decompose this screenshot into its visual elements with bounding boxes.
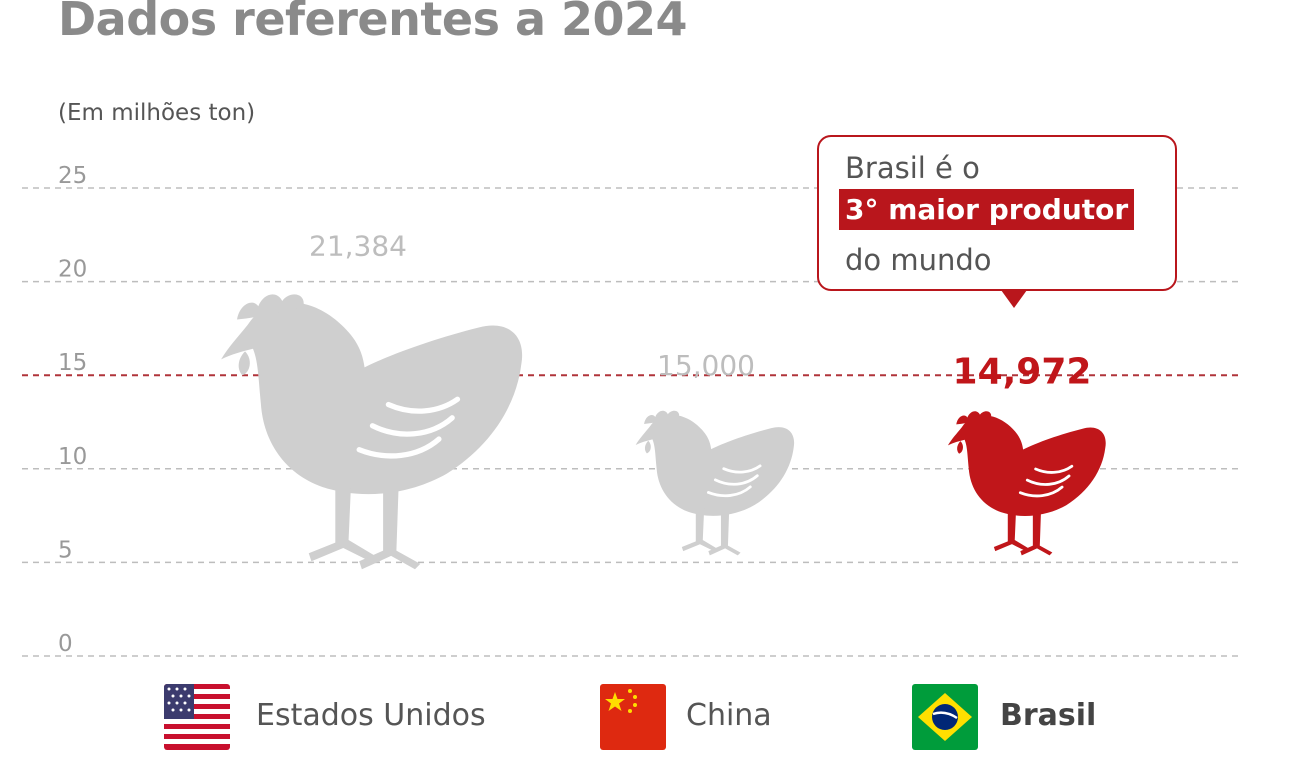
- chart-plot: 0 5 10 15 20 25 21,384 15,000 14,972: [22, 163, 1240, 657]
- bar-mark-china: [635, 410, 795, 556]
- chicken-icon: [947, 411, 1106, 556]
- y-tick-label: 5: [58, 537, 73, 563]
- legend-label-estados-unidos: Estados Unidos: [256, 698, 486, 733]
- chicken-icon: [221, 294, 523, 570]
- callout-highlight: 3° maior produtor: [839, 189, 1135, 230]
- chicken-icon: [635, 410, 795, 556]
- y-tick-label: 15: [58, 350, 87, 376]
- wing-detail: [356, 396, 461, 459]
- legend-label-china: China: [686, 698, 772, 733]
- callout-pointer: [1001, 290, 1027, 308]
- callout-line1: Brasil é o: [845, 151, 980, 185]
- data-label: 21,384: [309, 230, 407, 263]
- us-flag-icon: [164, 684, 230, 750]
- wing-detail: [1018, 464, 1074, 498]
- y-tick-label: 20: [58, 257, 87, 283]
- china-flag-icon: [600, 684, 666, 750]
- y-tick-label: 10: [58, 444, 87, 470]
- wing-detail: [706, 464, 762, 498]
- bar-mark-brasil: [947, 411, 1106, 556]
- data-label: 14,972: [953, 352, 1092, 393]
- brazil-flag-icon: [912, 684, 978, 750]
- y-tick-label: 0: [58, 631, 73, 657]
- callout-line3: do mundo: [845, 243, 992, 277]
- chart-title: Dados referentes a 2024: [58, 0, 688, 46]
- bar-mark-estados-unidos: [221, 294, 523, 570]
- data-label: 15,000: [657, 349, 755, 382]
- callout-box: Brasil é o 3° maior produtor do mundo: [817, 135, 1177, 308]
- unit-label: (Em milhões ton): [58, 100, 256, 126]
- legend-label-brasil: Brasil: [1000, 698, 1097, 733]
- y-tick-label: 25: [58, 163, 87, 189]
